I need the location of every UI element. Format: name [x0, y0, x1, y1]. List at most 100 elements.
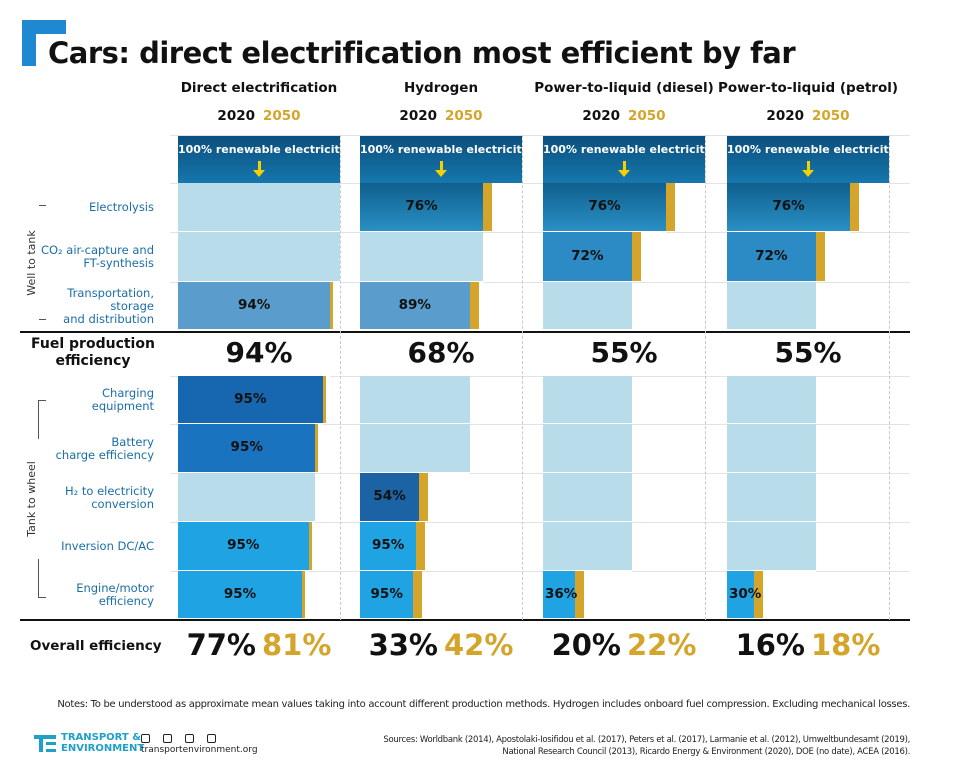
column-name: Power-to-liquid (diesel): [534, 80, 714, 96]
overall-2050: 22%: [627, 628, 697, 662]
loss-bar: [330, 282, 340, 329]
loss-bar: [322, 376, 331, 423]
carried-bar: [178, 473, 316, 521]
loss-bar: [308, 522, 316, 570]
overall-2020: 33%: [368, 628, 438, 662]
step-label: 95%: [223, 585, 257, 602]
year-now: 2020: [582, 108, 620, 124]
fuel-production-label-line: Fuel production: [31, 336, 155, 352]
step-label: 95%: [227, 537, 260, 553]
source-box: 100% renewable electricity: [543, 136, 712, 183]
year-now: 2020: [399, 108, 437, 124]
logo-mark: [46, 749, 56, 752]
source-arrow-head: [253, 170, 265, 177]
step-label: 94%: [237, 296, 271, 313]
improvement-2050: [315, 424, 319, 472]
overall-values: 16% 18%: [707, 628, 909, 662]
column-edge: [889, 135, 890, 620]
logo-mark: [39, 735, 43, 752]
year-future: 2050: [263, 108, 301, 124]
step-bar: [543, 232, 632, 281]
fuel-production-label-line: efficiency: [55, 353, 131, 369]
source-box: 100% renewable electricity: [360, 136, 529, 183]
carried-bar: [178, 232, 340, 281]
fuel-production-value: 55%: [590, 336, 658, 369]
improvement-2050: [302, 571, 306, 618]
row-label: Electrolysis: [40, 183, 154, 232]
source-arrow-head: [435, 170, 447, 177]
overall-2050: 18%: [811, 628, 881, 662]
sources: National Research Council (2013), Ricard…: [502, 747, 910, 757]
step-label: 30%: [729, 585, 762, 602]
step-label: 95%: [230, 439, 263, 455]
carried-bar: [543, 424, 632, 472]
social-icon: [163, 734, 172, 743]
improvement-2050: [631, 232, 641, 281]
step-label: 76%: [405, 198, 438, 214]
improvement-2050: [483, 183, 493, 231]
improvement-2050: [815, 232, 825, 281]
row-label-line: and distribution: [63, 311, 154, 326]
row-label: Inversion DC/AC: [40, 522, 154, 571]
step-label: 72%: [755, 247, 788, 264]
column-name: Hydrogen: [403, 80, 479, 96]
row-label: Transportation, storage and distribution: [40, 282, 154, 330]
carried-bar: [543, 282, 632, 329]
source-arrow: [622, 161, 626, 173]
source-label: 100% renewable electricity: [360, 143, 529, 156]
grid-line: [170, 376, 910, 377]
row-label-line: H₂ to electricity: [64, 483, 154, 498]
fuel-production-value: 55%: [774, 336, 842, 369]
row-label-line: storage: [110, 298, 154, 313]
social-icon: [207, 734, 216, 743]
step-bar: [543, 183, 667, 231]
overall-values: 20% 22%: [523, 628, 725, 662]
row-label: CO₂ air-capture and FT-synthesis: [40, 232, 154, 282]
step-bar: [178, 522, 309, 570]
separator: [20, 331, 910, 333]
step-bar: [178, 424, 316, 472]
sources: Sources: Worldbank (2014), Apostolaki-Io…: [383, 735, 910, 745]
year-now: 2020: [766, 108, 804, 124]
row-label-line: CO₂ air-capture and: [40, 243, 154, 257]
overall-values: 77% 81%: [158, 628, 360, 662]
row-label: H₂ to electricity conversion: [40, 473, 154, 522]
carried-bar: [178, 183, 340, 231]
carried-bar: [727, 473, 816, 521]
improvement-2050: [330, 282, 334, 329]
improvement-2050: [416, 522, 426, 570]
row-label-line: Engine/motor: [76, 581, 154, 595]
column-edge: [522, 135, 523, 620]
step-label: 95%: [370, 585, 403, 602]
overall-2050: 81%: [262, 628, 332, 662]
year-future: 2050: [445, 108, 483, 124]
carried-bar: [727, 424, 816, 472]
row-label-line: Electrolysis: [88, 200, 154, 214]
row-label-line: Charging: [102, 386, 154, 400]
source-label: 100% renewable electricity: [178, 143, 347, 156]
loss-bar: [315, 424, 323, 472]
step-label: 54%: [373, 488, 406, 504]
title-bracket: [22, 20, 66, 34]
group-label: Well to tank: [25, 202, 39, 323]
step-label: 36%: [545, 585, 578, 602]
column-edge: [340, 135, 341, 620]
fuel-production-label: Fuel production efficiency: [28, 336, 158, 372]
source-box: 100% renewable electricity: [178, 136, 347, 183]
logo-name: ENVIRONMENT: [61, 743, 145, 754]
group-label: Tank to wheel: [25, 439, 39, 559]
source-label: 100% renewable electricity: [543, 143, 712, 156]
grid-line: [170, 473, 910, 474]
row-label-line: Battery: [111, 434, 154, 449]
grid-line: [170, 183, 910, 184]
grid-line: [170, 135, 910, 136]
carried-bar: [360, 376, 470, 423]
column-name: Direct electrification: [180, 80, 338, 96]
social-icon: [185, 734, 194, 743]
row-label-line: Transportation,: [67, 285, 154, 300]
step-bar: [178, 571, 303, 618]
step-label: 72%: [571, 247, 604, 264]
improvement-2050: [666, 183, 676, 231]
step-bar: [360, 571, 414, 618]
grid-line: [170, 232, 910, 233]
